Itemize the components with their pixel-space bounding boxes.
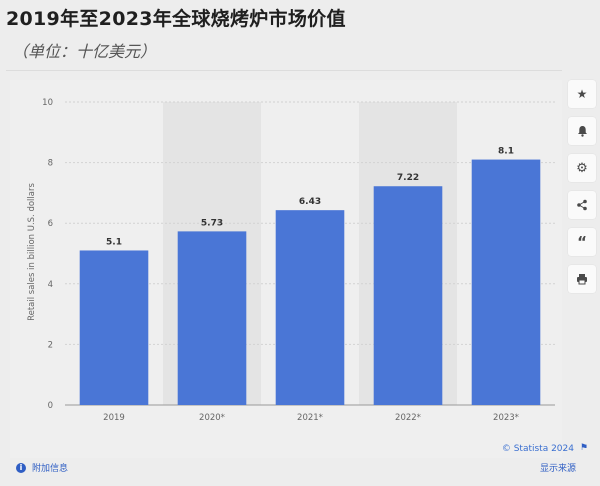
bar	[177, 231, 247, 405]
print-button[interactable]	[568, 265, 596, 293]
bell-icon	[577, 126, 587, 137]
y-tick-label: 8	[48, 159, 53, 169]
data-label: 7.22	[397, 173, 419, 183]
bar-chart: 0 2 4 6 8 10 5.1 2019 5.73 2020* 6.43 2021* 7.22 202…	[27, 98, 555, 423]
page-title: 2019年至2023年全球烧烤炉市场价值	[6, 8, 346, 30]
statista-credit[interactable]: © Statista 2024	[501, 444, 574, 454]
toolbar: ★ ⚙ “	[568, 80, 596, 293]
bar	[275, 210, 345, 405]
favorite-button[interactable]: ★	[568, 80, 596, 108]
data-label: 8.1	[498, 147, 514, 157]
x-tick-label: 2020*	[199, 413, 225, 423]
y-tick-label: 6	[48, 219, 53, 229]
x-tick-label: 2023*	[493, 413, 519, 423]
x-tick-label: 2021*	[297, 413, 323, 423]
page-subtitle: （单位：十亿美元）	[12, 42, 157, 61]
additional-info-label: 附加信息	[32, 464, 69, 474]
x-tick-label: 2022*	[395, 413, 421, 423]
print-icon	[577, 274, 587, 285]
share-icon	[577, 199, 587, 211]
quote-icon: “	[577, 233, 587, 251]
bar	[471, 159, 541, 405]
data-label: 5.73	[201, 218, 223, 228]
title-divider	[6, 70, 562, 71]
y-tick-label: 2	[48, 340, 53, 350]
y-tick-label: 10	[42, 98, 53, 108]
settings-button[interactable]: ⚙	[568, 154, 596, 182]
bar	[79, 250, 149, 405]
y-tick-label: 4	[48, 280, 53, 290]
x-tick-label: 2019	[103, 413, 125, 423]
data-label: 6.43	[299, 197, 321, 207]
alert-button[interactable]	[568, 117, 596, 145]
gear-icon: ⚙	[576, 160, 588, 176]
star-icon: ★	[576, 87, 588, 101]
cite-button[interactable]: “	[568, 228, 596, 256]
data-label: 5.1	[106, 237, 122, 247]
show-source-link[interactable]: 显示来源	[539, 464, 576, 474]
flag-icon[interactable]: ⚑	[579, 443, 588, 453]
chart-card: 0 2 4 6 8 10 5.1 2019 5.73 2020* 6.43 2021* 7.22 202…	[10, 80, 562, 458]
y-axis-title: Retail sales in billion U.S. dollars	[27, 183, 37, 321]
info-icon: i	[16, 462, 26, 473]
additional-info-link[interactable]: i 附加信息	[16, 461, 68, 474]
share-button[interactable]	[568, 191, 596, 219]
y-tick-label: 0	[48, 401, 53, 411]
bar	[373, 186, 443, 405]
footer: © Statista 2024 ⚑ i 附加信息 显示来源	[0, 436, 600, 486]
